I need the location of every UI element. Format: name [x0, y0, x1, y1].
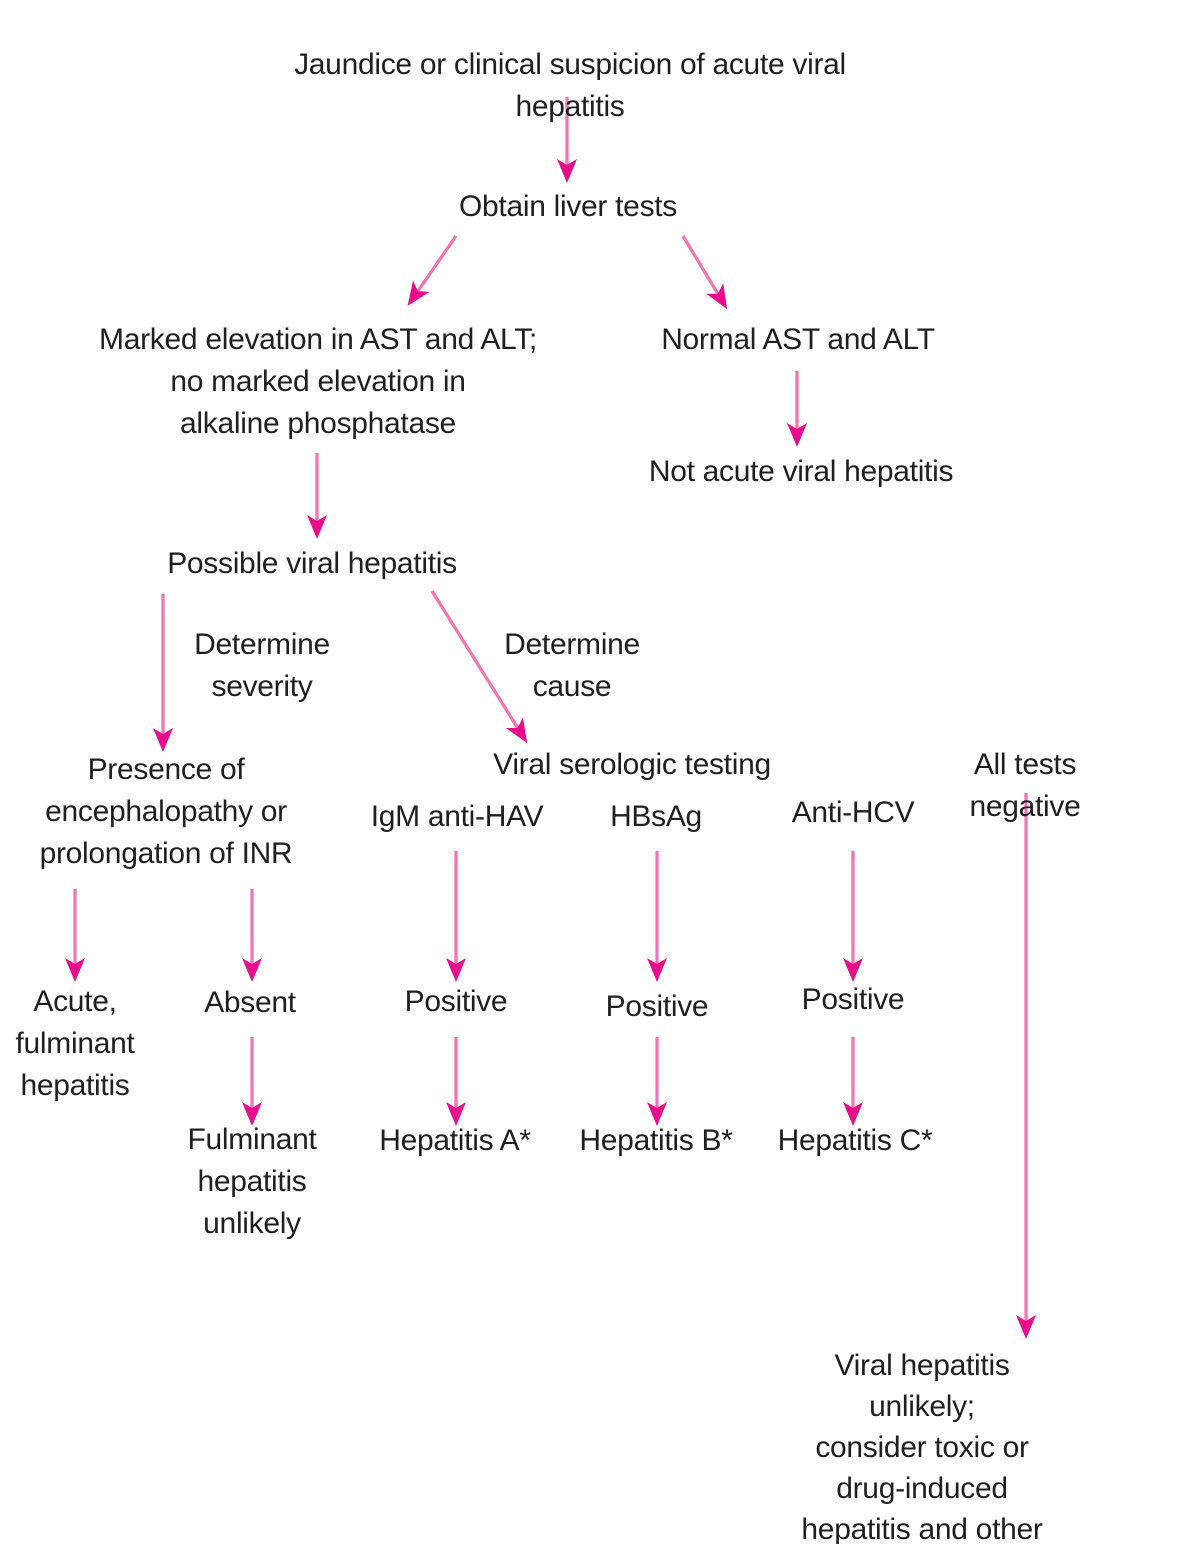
- node-igm-anti-hav: IgM anti-HAV: [370, 800, 544, 833]
- node-hepatitis-c: Hepatitis C*: [777, 1124, 933, 1157]
- node-obtain-liver-tests: Obtain liver tests: [458, 190, 678, 223]
- node-presence-encephalopathy: Presence of encephalopathy or prolongati…: [39, 753, 293, 870]
- node-determine-cause: Determine cause: [504, 628, 640, 703]
- node-hepatitis-a: Hepatitis A*: [379, 1124, 531, 1157]
- node-acute-fulminant-hepatitis: Acute, fulminant hepatitis: [15, 985, 135, 1102]
- flow-arrow-obtain-to-normal: [681, 235, 728, 310]
- node-hepatitis-b: Hepatitis B*: [579, 1124, 733, 1157]
- node-normal-ast-alt: Normal AST and ALT: [661, 323, 935, 356]
- node-positive-hbv: Positive: [605, 990, 709, 1023]
- node-fulminant-hepatitis-unlikely: Fulminant hepatitis unlikely: [187, 1123, 317, 1240]
- flow-arrow-obtain-to-marked: [407, 235, 458, 306]
- node-absent: Absent: [204, 986, 296, 1019]
- node-start: Jaundice or clinical suspicion of acute …: [294, 48, 846, 123]
- node-not-acute-viral-hepatitis: Not acute viral hepatitis: [648, 455, 954, 488]
- node-viral-serologic-testing: Viral serologic testing: [493, 748, 771, 781]
- node-positive-hcv: Positive: [801, 983, 905, 1016]
- node-hbsag: HBsAg: [610, 800, 702, 833]
- node-determine-severity: Determine severity: [194, 628, 330, 703]
- node-all-tests-negative: All tests negative: [969, 748, 1081, 823]
- node-anti-hcv: Anti-HCV: [791, 796, 915, 829]
- node-possible-viral-hepatitis: Possible viral hepatitis: [167, 547, 457, 580]
- node-positive-hav: Positive: [404, 985, 508, 1018]
- flow-arrow-cause: [430, 590, 528, 744]
- node-viral-hepatitis-unlikely: Viral hepatitis unlikely; consider toxic…: [801, 1349, 1043, 1544]
- node-marked-elevation: Marked elevation in AST and ALT; no mark…: [99, 323, 537, 440]
